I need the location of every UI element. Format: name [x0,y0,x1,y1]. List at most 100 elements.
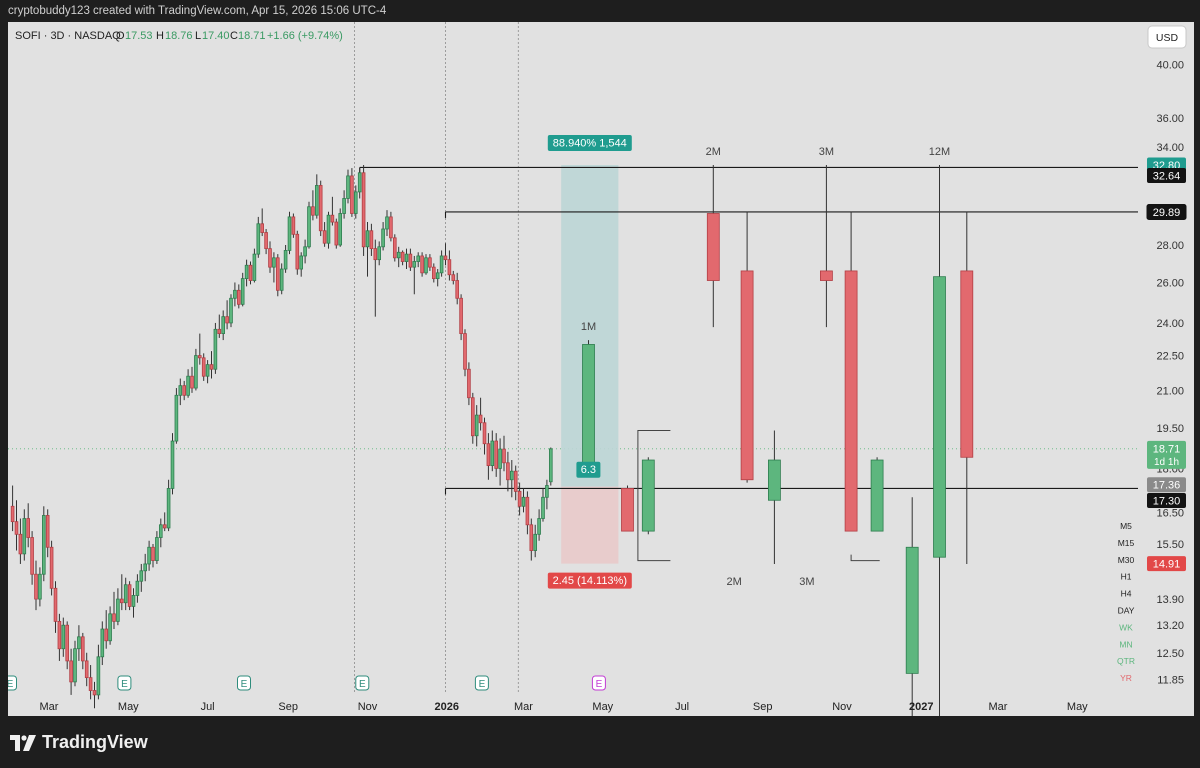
projected-candle [905,546,919,674]
price-label-countdown: 1d 1h [1154,457,1179,468]
candle [318,185,323,232]
candle [244,264,249,279]
price-label: 18.71 [1153,443,1181,455]
price-label-bg [1147,167,1186,183]
projection-label: 2M [706,146,721,158]
currency-button-label[interactable]: USD [1156,32,1179,44]
timeframe-yr[interactable]: YR [1120,673,1132,683]
candle [431,266,436,279]
price-axis[interactable]: 40.0036.0034.0032.0028.0026.0024.0022.50… [1146,60,1187,687]
candle [197,355,202,359]
range-bracket [637,430,671,562]
candle [299,255,303,270]
candle [22,518,27,555]
earnings-marker[interactable] [355,675,370,691]
candle [112,613,116,622]
candle [291,216,296,235]
candle [509,470,514,481]
candle [513,470,518,492]
candle [334,221,339,246]
stop-zone [561,486,619,564]
candle [478,414,483,424]
candle [77,636,81,650]
candles [10,165,553,709]
candle [108,613,112,642]
candle [451,274,456,281]
candle [178,385,183,396]
candle [287,216,292,251]
earnings-marker-label[interactable]: E [596,679,603,690]
time-axis[interactable]: Mar May Jul Sep Nov 2026 Mar May Jul Sep Nov 2027 Ma… [40,701,1089,713]
price-axis-tick: 36.00 [1156,113,1184,125]
price-axis-tick: 15.50 [1156,539,1184,551]
candle [272,257,276,268]
legend-open-label: O [116,30,125,42]
earnings-marker[interactable] [474,675,489,691]
chart-area[interactable]: 1M 2M 3M 12M 2M 3M 88.940% 1,544 2.45 (14.113%… [3,22,1194,766]
candle [104,628,109,642]
timeframe-m5[interactable]: M5 [1120,521,1132,531]
earnings-marker-label[interactable]: E [241,679,248,690]
candle [236,289,241,305]
earnings-marker-label[interactable]: E [359,679,366,690]
candle [420,255,424,274]
target-badge-label: 88.940% 1,544 [553,138,627,150]
earnings-marker-label[interactable]: E [7,679,14,690]
price-axis-tick: 13.90 [1156,594,1184,606]
timeframe-m30[interactable]: M30 [1118,555,1135,565]
earnings-marker-label[interactable]: E [121,679,128,690]
candle [490,440,495,466]
timeframe-h1[interactable]: H1 [1121,572,1132,582]
candle [357,172,362,193]
earnings-marker[interactable] [237,675,251,691]
currency-button[interactable]: USD [1147,25,1187,49]
candle [463,333,467,370]
candle [221,316,226,334]
candle [233,289,237,299]
time-axis-label: Mar [40,701,59,713]
candle [158,524,163,538]
candle [84,660,89,679]
time-axis-label: Nov [358,701,378,713]
candle [369,230,374,250]
candle [88,677,93,691]
candle [470,397,475,437]
candle [435,272,440,279]
candle [268,248,272,268]
time-axis-label: May [118,701,139,713]
price-axis-tick: 26.00 [1156,277,1184,289]
candle [248,264,253,281]
candle [120,598,124,604]
candle [260,223,265,233]
candle [275,257,280,291]
timeframe-qtr[interactable]: QTR [1117,656,1135,666]
timeframe-list[interactable]: M5 M15 M30 H1 H4 DAY WK MN QTR YR [1117,521,1135,683]
tradingview-logo[interactable]: TradingView [10,732,148,753]
earnings-marker[interactable] [117,675,132,691]
projection-label: 1M [581,321,596,333]
candle [10,505,15,523]
candle [38,573,42,600]
timeframe-mn[interactable]: MN [1119,639,1132,649]
timeframe-day[interactable]: DAY [1118,606,1135,616]
price-chart[interactable]: 1M 2M 3M 12M 2M 3M 88.940% 1,544 2.45 (14.113%… [3,22,1194,766]
earnings-marker-label[interactable]: E [479,679,486,690]
candle [389,216,393,239]
candle [283,250,288,270]
candle [498,448,502,469]
projected-candles[interactable]: 1M 2M 3M 12M 2M 3M [581,146,974,766]
candle [151,546,155,561]
tradingview-logo-icon [10,734,36,751]
timeframe-m15[interactable]: M15 [1118,538,1135,548]
time-axis-label: Sep [278,701,298,713]
candle [517,490,522,507]
earnings-marker[interactable] [591,675,606,691]
currency-button-bg[interactable] [1147,25,1187,49]
candle [26,518,30,538]
candle [170,440,175,489]
candle [494,440,498,469]
timeframe-h4[interactable]: H4 [1121,589,1132,599]
candle [229,297,233,324]
timeframe-wk[interactable]: WK [1119,622,1133,632]
